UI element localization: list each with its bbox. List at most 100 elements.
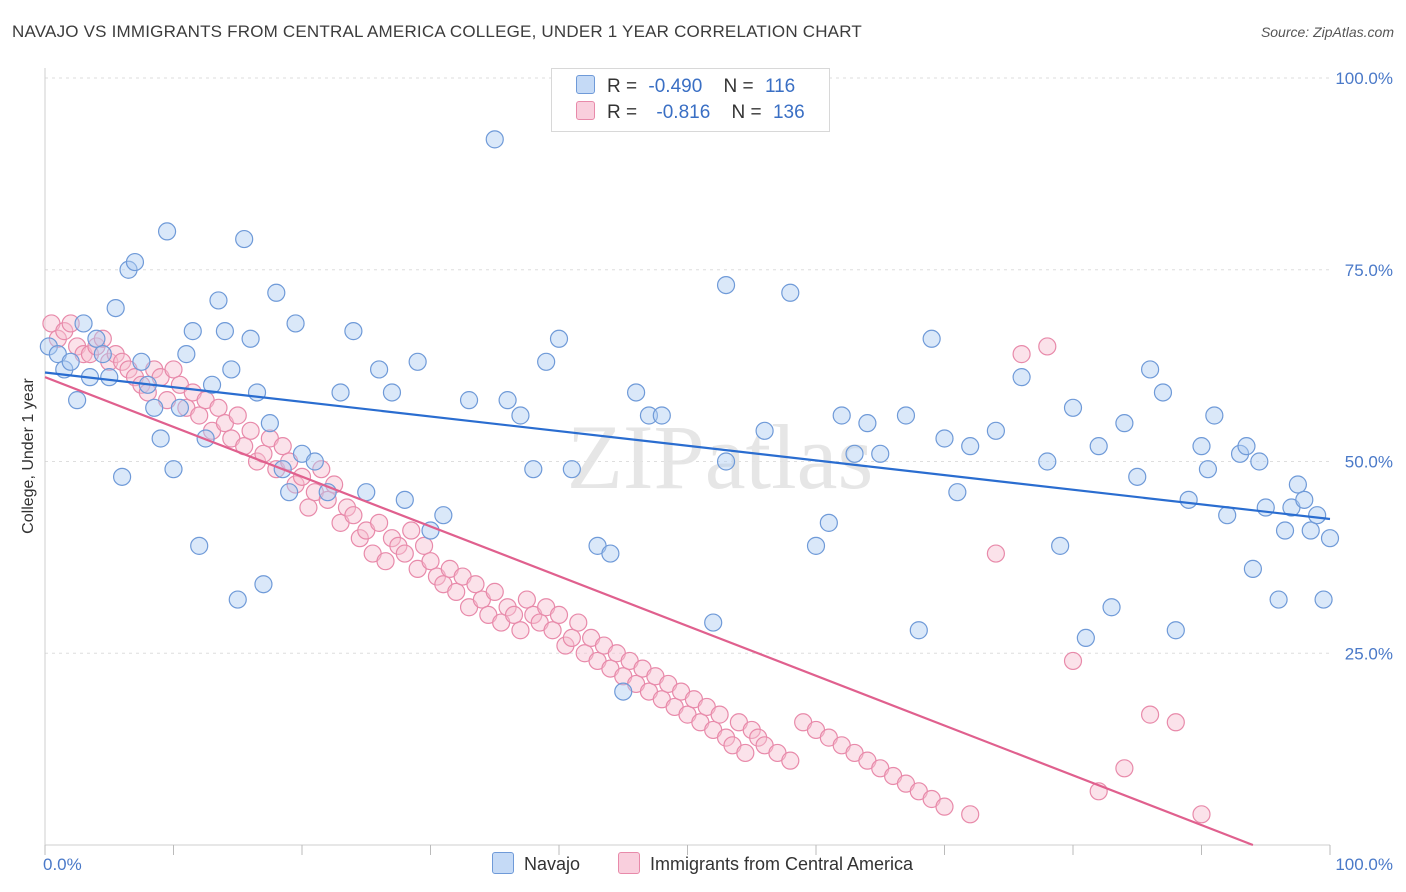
navajo-point	[235, 229, 254, 249]
immigrants-point	[961, 805, 980, 824]
navajo-point	[1140, 360, 1160, 379]
navajo-point	[819, 513, 838, 532]
navajo-point	[498, 391, 517, 410]
legend-n-label: N =	[723, 76, 754, 97]
navajo-point	[922, 329, 941, 348]
navajo-point	[1250, 452, 1269, 471]
immigrants-point	[228, 406, 247, 425]
navajo-point	[87, 329, 106, 348]
immigrants-point	[1166, 713, 1185, 732]
navajo-point	[1218, 506, 1237, 525]
navajo-point	[395, 490, 414, 509]
source-label: Source: ZipAtlas.com	[1260, 24, 1394, 40]
stats-legend: R = -0.490 N = 116 R = -0.816 N = 136	[551, 68, 830, 132]
navajo-point	[459, 391, 479, 410]
navajo-legend-label: Navajo	[524, 854, 581, 874]
navajo-swatch	[576, 75, 595, 94]
legend-row-immigrants: R = -0.816 N = 136	[576, 101, 805, 125]
immigrants-point	[1115, 759, 1134, 778]
navajo-point	[434, 506, 453, 525]
navajo-trend-line	[44, 371, 1331, 521]
navajo-point	[61, 352, 80, 371]
navajo-point	[1308, 506, 1327, 525]
navajo-point	[1275, 521, 1295, 540]
navajo-point	[112, 467, 132, 486]
navajo-point	[241, 329, 260, 348]
immigrants-point	[370, 513, 389, 532]
navajo-point	[716, 275, 736, 295]
navajo-point	[106, 299, 125, 318]
navajo-point	[1115, 414, 1134, 433]
y-tick-label: 100.0%	[1335, 69, 1393, 88]
navajo-point	[260, 414, 279, 433]
immigrants-point	[1192, 805, 1211, 824]
immigrants-point	[190, 406, 209, 425]
navajo-point	[511, 406, 530, 425]
y-tick-label: 75.0%	[1345, 261, 1393, 280]
navajo-point	[1295, 490, 1314, 509]
navajo-point	[1301, 521, 1320, 540]
navajo-point	[948, 483, 967, 502]
immigrants-point	[376, 552, 395, 571]
immigrants-legend-label: Immigrants from Central America	[650, 854, 914, 874]
navajo-point	[1012, 368, 1031, 387]
navajo-point	[1269, 590, 1288, 609]
navajo-point	[157, 222, 177, 241]
immigrants-point	[485, 582, 504, 601]
navajo-point	[190, 536, 209, 555]
navajo-point	[177, 345, 196, 364]
navajo-point	[254, 575, 273, 594]
immigrants-point	[736, 743, 755, 763]
navajo-point	[93, 345, 112, 364]
navajo-point	[1288, 475, 1307, 494]
navajo-point	[331, 383, 350, 402]
navajo-point	[485, 130, 504, 149]
navajo-point	[524, 460, 543, 479]
navajo-point	[935, 429, 954, 448]
navajo-point	[1237, 437, 1256, 456]
legend-item-immigrants: Immigrants from Central America	[618, 852, 913, 875]
navajo-point	[382, 383, 402, 402]
immigrants-point	[93, 329, 112, 348]
navajo-point	[286, 314, 305, 333]
navajo-point	[871, 444, 890, 463]
navajo-point	[1320, 529, 1340, 548]
navajo-point	[626, 383, 646, 402]
immigrants-point	[466, 575, 485, 594]
immigrants-point	[511, 621, 530, 640]
navajo-point	[215, 322, 234, 341]
watermark: ZIPatlas	[567, 406, 874, 508]
legend-r-value: -0.816	[656, 102, 711, 123]
navajo-point	[344, 322, 363, 341]
immigrants-point	[504, 605, 524, 625]
immigrants-point	[1012, 345, 1031, 364]
navajo-point	[601, 544, 620, 563]
immigrants-point	[344, 506, 363, 525]
navajo-point	[267, 283, 286, 302]
immigrants-point	[273, 437, 292, 456]
navajo-point	[1038, 452, 1057, 471]
navajo-point	[1128, 467, 1147, 486]
immigrants-point	[549, 605, 569, 625]
navajo-point	[1205, 406, 1224, 425]
immigrants-point	[241, 421, 260, 440]
chart-title: NAVAJO VS IMMIGRANTS FROM CENTRAL AMERIC…	[12, 22, 862, 41]
navajo-point	[370, 360, 389, 379]
immigrants-point	[935, 797, 954, 816]
legend-r-value: -0.490	[648, 76, 703, 97]
legend-r-label: R =	[607, 76, 638, 97]
axes	[44, 68, 1331, 855]
navajo-point	[1179, 490, 1198, 509]
navajo-point	[1063, 398, 1083, 417]
navajo-point	[408, 352, 427, 371]
navajo-point	[1166, 621, 1185, 640]
legend-item-navajo: Navajo	[492, 852, 580, 875]
navajo-point	[537, 352, 556, 371]
y-axis-label: College, Under 1 year	[20, 378, 37, 534]
navajo-point	[164, 460, 183, 479]
immigrants-point	[517, 590, 536, 609]
navajo-point	[832, 406, 851, 425]
immigrants-point	[562, 628, 581, 648]
navajo-point	[1089, 437, 1108, 456]
immigrants-swatch	[576, 101, 595, 120]
